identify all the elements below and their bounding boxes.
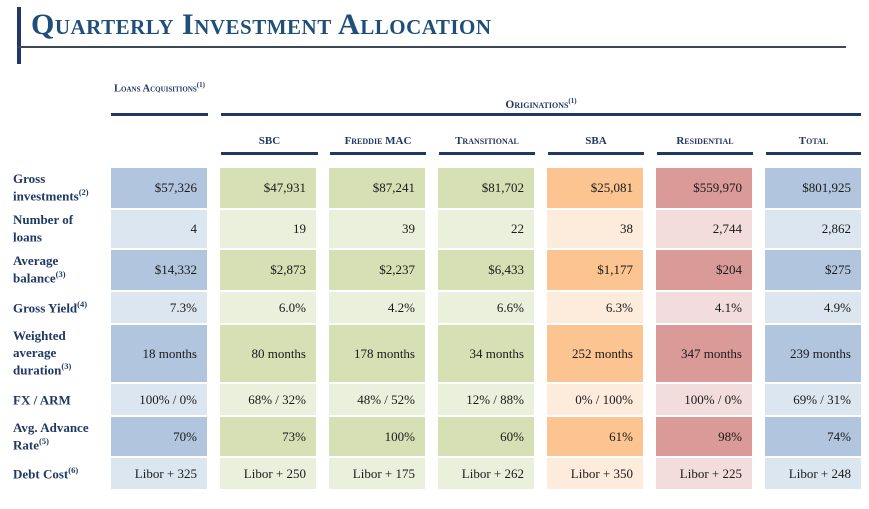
table-cell: 347 months — [656, 325, 752, 382]
row-label-weighted-average-duration: Weighted average duration(3) — [13, 328, 72, 378]
table-cell: Libor + 262 — [438, 458, 534, 489]
table-cell: 70% — [111, 417, 207, 456]
table-cell: $204 — [656, 250, 752, 290]
header-underline — [111, 113, 208, 116]
table-cell: Libor + 248 — [765, 458, 861, 489]
table-cell: 19 — [220, 210, 316, 248]
page-title: Quarterly Investment Allocation — [31, 8, 492, 41]
group-header-label: Originations — [505, 98, 569, 111]
footnote-marker: (3) — [61, 360, 72, 371]
footnote-marker: (6) — [68, 464, 79, 475]
table-cell: 38 — [547, 210, 643, 248]
table-cell: $2,873 — [220, 250, 316, 290]
table-cell: 239 months — [765, 325, 861, 382]
group-header-label: Loans Acquisitions — [114, 83, 197, 95]
table-cell: 4.9% — [765, 292, 861, 323]
table-cell: 2,862 — [765, 210, 861, 248]
header-underline — [221, 152, 318, 155]
header-underline — [330, 152, 426, 155]
table-cell: Libor + 325 — [111, 458, 207, 489]
header-underline — [766, 152, 861, 155]
table-cell: 39 — [329, 210, 425, 248]
table-cell: Libor + 225 — [656, 458, 752, 489]
column-header-transitional: Transitional — [455, 135, 519, 147]
row-label-avg-advance-rate: Avg. Advance Rate(5) — [13, 419, 89, 453]
table-cell: 12% / 88% — [438, 384, 534, 415]
footnote-marker: (1) — [568, 97, 577, 105]
table-cell: 4.2% — [329, 292, 425, 323]
table-cell: 7.3% — [111, 292, 207, 323]
table-cell: 6.6% — [438, 292, 534, 323]
header-underline — [657, 152, 753, 155]
table-cell: 74% — [765, 417, 861, 456]
table-cell: $81,702 — [438, 168, 534, 208]
table-cell: $47,931 — [220, 168, 316, 208]
table-cell: 4 — [111, 210, 207, 248]
footnote-marker: (4) — [77, 298, 88, 309]
table-cell: 60% — [438, 417, 534, 456]
table-cell: 6.0% — [220, 292, 316, 323]
table-cell: $14,332 — [111, 250, 207, 290]
table-cell: $87,241 — [329, 168, 425, 208]
column-header-residential: Residential — [676, 135, 734, 147]
footnote-marker: (1) — [196, 81, 205, 89]
table-cell: $275 — [765, 250, 861, 290]
header-underline — [548, 152, 644, 155]
table-cell: 69% / 31% — [765, 384, 861, 415]
column-header-sbc: SBC — [258, 135, 281, 147]
column-header-total: Total — [798, 135, 829, 147]
table-cell: 98% — [656, 417, 752, 456]
row-label-gross-yield: Gross Yield(4) — [13, 298, 88, 316]
row-label-average-balance: Average balance(3) — [13, 253, 66, 286]
table-cell: 0% / 100% — [547, 384, 643, 415]
table-cell: $57,326 — [111, 168, 207, 208]
table-cell: $801,925 — [765, 168, 861, 208]
table-cell: 80 months — [220, 325, 316, 382]
table-cell: 6.3% — [547, 292, 643, 323]
table-cell: 100% / 0% — [111, 384, 207, 415]
table-cell: Libor + 175 — [329, 458, 425, 489]
header-underline — [439, 152, 535, 155]
title-accent-bar — [17, 7, 21, 64]
column-header-sba: SBA — [585, 135, 607, 147]
table-cell: 48% / 52% — [329, 384, 425, 415]
table-cell: $2,237 — [329, 250, 425, 290]
table-cell: 100% — [329, 417, 425, 456]
table-cell: 4.1% — [656, 292, 752, 323]
table-cell: 18 months — [111, 325, 207, 382]
footnote-marker: (2) — [78, 187, 89, 198]
table-cell: $6,433 — [438, 250, 534, 290]
table-cell: 252 months — [547, 325, 643, 382]
table-cell: 68% / 32% — [220, 384, 316, 415]
table-cell: 73% — [220, 417, 316, 456]
title-divider — [18, 46, 846, 48]
table-cell: 178 months — [329, 325, 425, 382]
row-label-number-of-loans: Number of loans — [13, 212, 74, 245]
table-cell: 34 months — [438, 325, 534, 382]
table-cell: Libor + 250 — [220, 458, 316, 489]
footnote-marker: (3) — [55, 269, 66, 280]
table-cell: $1,177 — [547, 250, 643, 290]
table-cell: $559,970 — [656, 168, 752, 208]
group-header-loans-acquisitions: Loans Acquisitions(1) — [111, 81, 208, 97]
table-cell: 100% / 0% — [656, 384, 752, 415]
row-label-gross-investments: Gross investments(2) — [13, 171, 89, 204]
row-label-debt-cost: Debt Cost(6) — [13, 464, 79, 482]
footnote-marker: (5) — [39, 435, 49, 446]
group-header-originations: Originations(1) — [221, 97, 861, 111]
column-header-freddie-mac: Freddie MAC — [344, 135, 412, 147]
table-cell: Libor + 350 — [547, 458, 643, 489]
table-cell: 22 — [438, 210, 534, 248]
table-cell: $25,081 — [547, 168, 643, 208]
table-cell: 2,744 — [656, 210, 752, 248]
table-cell: 61% — [547, 417, 643, 456]
row-label-fx-arm: FX / ARM — [13, 392, 71, 408]
header-underline — [221, 113, 861, 116]
allocation-table: Gross investments(2) $57,326 $47,931 $87… — [0, 168, 861, 489]
